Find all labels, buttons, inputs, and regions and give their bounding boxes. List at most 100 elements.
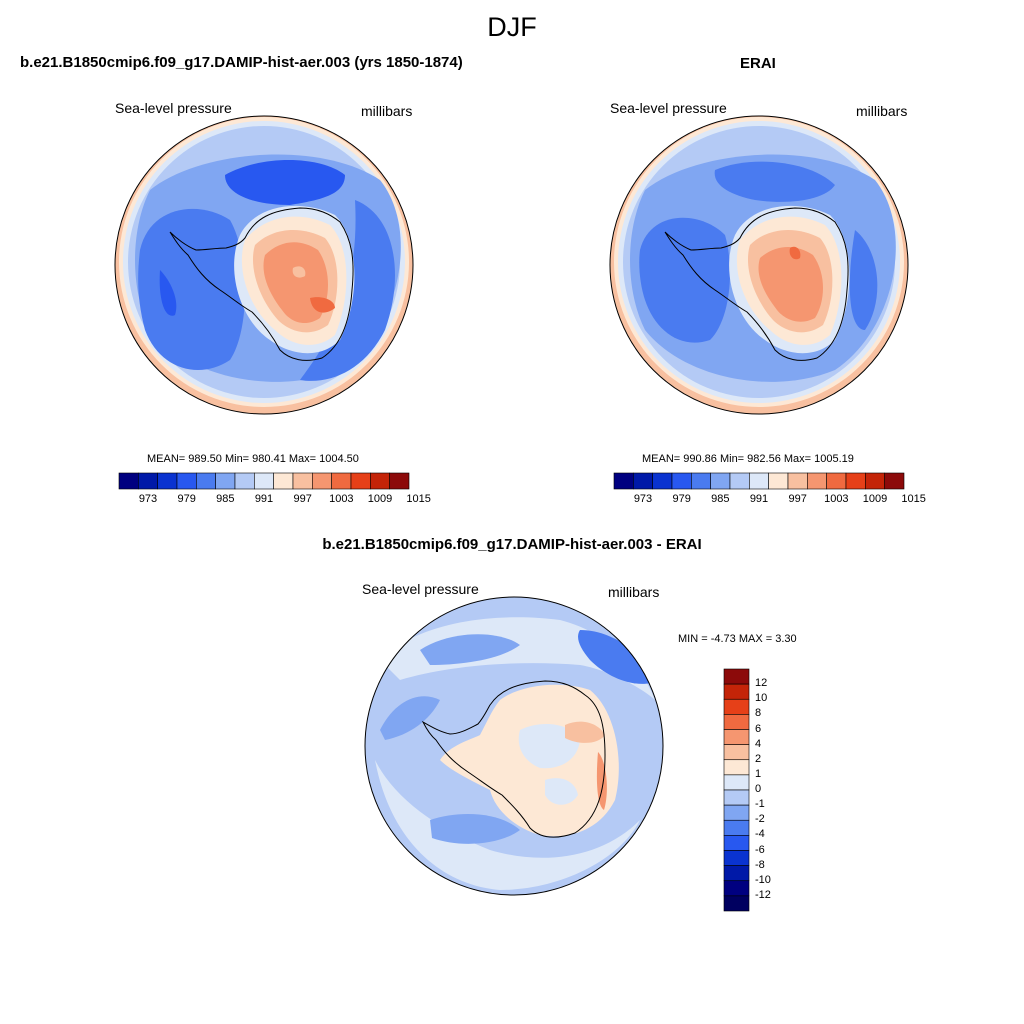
colorbar-model-cell [196,472,216,490]
colorbar-obs-cell [749,472,769,490]
colorbar-diff-cell [723,683,750,700]
colorbar-obs-cell [807,472,827,490]
diff-antarctica-neutral [518,724,580,769]
colorbar-diff-tick-label: 12 [755,677,768,690]
low-west-core [159,270,177,316]
colorbar-obs-cell [826,472,847,490]
colorbar-model-cell [118,472,139,490]
colorbar-model-cell [331,472,352,490]
colorbar-diff-cell [723,819,750,836]
colorbar-model-cell [234,472,255,490]
panel-model-variable-label: Sea-level pressure [115,100,232,116]
antarctica-dome [292,266,306,278]
panel-diff-title: b.e21.B1850cmip6.f09_g17.DAMIP-hist-aer.… [322,536,702,553]
colorbar-obs-cell [710,472,731,490]
colorbar-obs-cell [768,472,789,490]
colorbar-obs-tick-label: 1015 [901,493,926,505]
colorbar-obs-cell [691,472,711,490]
low-north [225,160,345,205]
panel-model-stats: MEAN= 989.50 Min= 980.41 Max= 1004.50 [147,453,359,465]
diff-north-low [420,634,520,665]
colorbar-diff-cell [723,759,750,776]
colorbar-model-cell [350,472,371,490]
low-west [138,208,245,370]
diff-south-low [430,814,520,844]
colorbar-model-tick-label: 997 [293,493,312,505]
diff-antarctica-neutral-2 [545,778,578,805]
colorbar-diff-cell [723,880,750,897]
colorbar-obs-cell [652,472,673,490]
colorbar-diff-tick-label: -4 [755,828,765,841]
map-model-border [114,115,414,415]
colorbar-diff-tick-label: -2 [755,813,765,826]
panel-diff-units-label: millibars [608,584,660,600]
colorbar-model-tick-label: 1009 [367,493,393,505]
colorbar-model-tick-label: 1003 [329,493,354,505]
colorbar-model-cell [312,472,332,490]
colorbar-model-tick-label: 991 [254,493,274,505]
colorbar-obs-tick-label: 985 [711,493,730,505]
antarctica-coastline [169,207,354,361]
panel-diff-variable-label: Sea-level pressure [362,581,479,597]
colorbar-model-cell [254,472,274,490]
colorbar-obs-tick-label: 979 [672,493,691,505]
colorbar-diff-tick-label: 6 [755,722,762,735]
colorbar-diff-cell [723,668,750,685]
colorbar-obs-cell [613,472,634,490]
panel-model-title: b.e21.B1850cmip6.f09_g17.DAMIP-hist-aer.… [20,54,463,71]
figure-title: DJF [487,12,537,42]
colorbar-diff-cell [723,789,750,806]
panel-obs-units-label: millibars [856,103,908,119]
panel-obs-stats: MEAN= 990.86 Min= 982.56 Max= 1005.19 [642,453,854,465]
map-obs-border [609,115,909,415]
colorbar-diff-tick-label: -6 [755,843,765,856]
colorbar-diff-cell [723,729,750,745]
colorbar-diff-tick-label: -12 [755,888,771,901]
colorbar-obs-cell [845,472,866,490]
antarctica-1006 [310,297,335,313]
colorbar-diff-cell [723,744,750,761]
colorbar-model-cell [292,472,313,490]
colorbar-diff-tick-label: 4 [755,737,762,750]
colorbar-obs-cell [787,472,808,490]
colorbar-diff-tick-label: 0 [755,783,762,795]
colorbar-obs [613,472,905,490]
colorbar-model-cell [157,472,178,490]
colorbar-diff-cell [723,865,750,882]
colorbar-diff-cell [723,804,750,821]
map-model [115,116,413,414]
diff-west-low [380,696,440,740]
antarctica-coastline [421,680,606,838]
colorbar-diff-cell [723,774,750,791]
colorbar-model-tick-label: 1015 [406,493,431,505]
colorbar-diff-tick-label: -1 [755,798,765,811]
colorbar-model-cell [138,472,158,490]
colorbar-diff-cell [723,698,750,715]
colorbar-model-cell [273,472,294,490]
diff-antarctica-2mb [565,721,605,743]
colorbar-model-cell [389,472,410,490]
panel-diff-stats: MIN = -4.73 MAX = 3.30 [678,633,797,645]
colorbar-diff-tick-label: -8 [755,858,765,871]
low-north [714,161,835,202]
colorbar-diff-tick-label: 2 [755,752,762,765]
colorbar-obs-tick-label: 991 [749,493,769,505]
colorbar-model [118,472,410,490]
panel-model-units-label: millibars [361,103,413,119]
colorbar-obs-cell [884,472,905,490]
map-diff [365,597,663,895]
antarctica-coastline [664,207,849,361]
colorbar-model-cell [370,472,390,490]
panel-obs-variable-label: Sea-level pressure [610,100,727,116]
panel-obs-title: ERAI [740,55,776,72]
diff-ne-low [578,630,660,684]
map-obs [610,116,908,414]
colorbar-diff-tick-label: 8 [755,707,762,720]
colorbar-obs-tick-label: 997 [788,493,807,505]
colorbar-diff-tick-label: -10 [755,873,771,886]
colorbar-obs-cell [633,472,653,490]
colorbar-model-tick-label: 973 [138,493,158,505]
colorbar-diff-cell [723,850,750,866]
map-diff-border [364,596,664,896]
